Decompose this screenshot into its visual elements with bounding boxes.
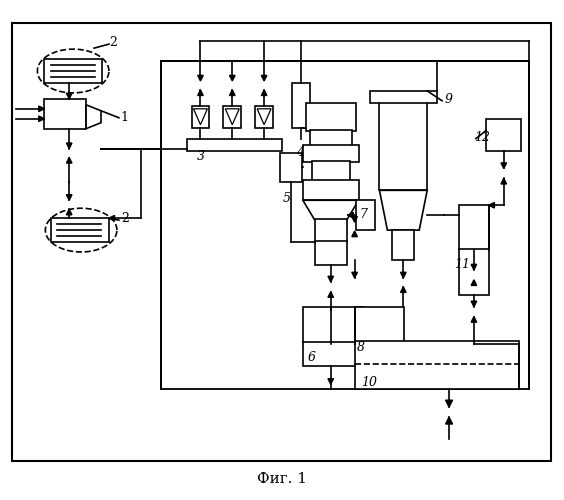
Polygon shape	[471, 264, 477, 270]
Bar	[45, 99, 86, 128]
Bar	[303, 306, 363, 344]
Text: 2: 2	[121, 212, 129, 225]
Polygon shape	[39, 116, 45, 121]
Polygon shape	[67, 94, 72, 99]
Text: Фиг. 1: Фиг. 1	[257, 472, 307, 486]
Bar	[303, 180, 359, 201]
Polygon shape	[501, 178, 506, 184]
Polygon shape	[446, 417, 452, 424]
Bar	[255, 106, 273, 128]
Polygon shape	[39, 106, 45, 112]
Polygon shape	[197, 76, 203, 81]
Polygon shape	[501, 163, 506, 168]
Polygon shape	[193, 109, 208, 124]
Bar	[292, 83, 310, 128]
Polygon shape	[328, 292, 333, 298]
Polygon shape	[67, 158, 72, 163]
Bar	[315, 219, 347, 242]
Bar	[45, 59, 102, 83]
Polygon shape	[489, 202, 495, 208]
Polygon shape	[352, 216, 358, 222]
Bar	[355, 342, 519, 389]
Polygon shape	[67, 143, 72, 148]
Bar	[51, 218, 109, 242]
Polygon shape	[363, 324, 380, 334]
Polygon shape	[328, 276, 333, 282]
Bar	[187, 138, 282, 150]
Bar	[11, 24, 552, 461]
Polygon shape	[257, 109, 271, 124]
Bar	[192, 106, 209, 128]
Polygon shape	[197, 90, 203, 96]
Polygon shape	[400, 287, 406, 292]
Polygon shape	[471, 301, 477, 306]
Bar	[393, 230, 415, 260]
Polygon shape	[67, 209, 72, 215]
Polygon shape	[86, 105, 101, 128]
Text: 7: 7	[360, 208, 368, 221]
Polygon shape	[230, 90, 235, 96]
Bar	[459, 249, 489, 294]
Bar	[486, 118, 521, 150]
Bar	[303, 342, 380, 366]
Bar	[380, 101, 427, 190]
Text: 1: 1	[121, 110, 129, 124]
Bar	[306, 103, 355, 130]
Bar	[459, 205, 489, 250]
Text: 8: 8	[356, 342, 364, 354]
Bar	[310, 130, 351, 146]
Bar	[223, 106, 241, 128]
Text: 11: 11	[454, 258, 470, 271]
Polygon shape	[230, 76, 235, 81]
Bar	[315, 241, 347, 265]
Text: 3: 3	[196, 150, 205, 164]
Text: 2: 2	[109, 36, 117, 49]
Polygon shape	[328, 378, 333, 384]
Text: 5: 5	[283, 192, 291, 205]
Bar	[312, 160, 350, 182]
Polygon shape	[471, 316, 477, 322]
Text: 4: 4	[296, 146, 304, 158]
Polygon shape	[261, 90, 267, 96]
Text: 6: 6	[308, 352, 316, 364]
Polygon shape	[261, 76, 267, 81]
Bar	[355, 306, 404, 344]
Bar	[161, 61, 528, 389]
Polygon shape	[446, 400, 452, 407]
Text: 9: 9	[444, 93, 452, 106]
Polygon shape	[347, 212, 353, 218]
Text: 10: 10	[362, 376, 377, 389]
Text: 12: 12	[474, 130, 490, 143]
Polygon shape	[400, 272, 406, 278]
Polygon shape	[471, 280, 477, 285]
Polygon shape	[109, 216, 114, 221]
Bar	[280, 152, 302, 182]
Polygon shape	[352, 231, 358, 236]
Bar	[355, 200, 376, 230]
Bar	[369, 91, 437, 103]
Polygon shape	[225, 109, 239, 124]
Bar	[303, 144, 359, 162]
Polygon shape	[380, 190, 427, 230]
Polygon shape	[67, 194, 72, 200]
Polygon shape	[352, 272, 358, 278]
Polygon shape	[303, 200, 359, 220]
